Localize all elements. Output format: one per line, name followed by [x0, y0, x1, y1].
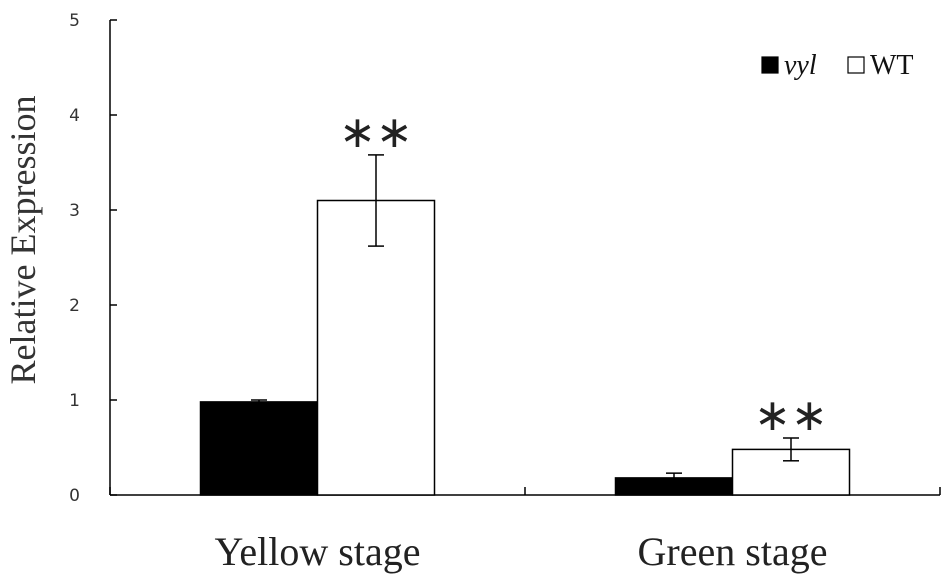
significance-markers: ∗∗ ∗∗	[339, 107, 828, 441]
legend-swatch-wt	[847, 56, 865, 74]
bars	[199, 199, 851, 496]
y-tick-label: 5	[69, 11, 80, 31]
bar-vyl-yellow-stage	[199, 401, 319, 496]
y-tick-label: 1	[69, 391, 80, 411]
legend-label-wt: WT	[870, 50, 914, 81]
x-ticks: Yellow stage Green stage	[109, 487, 941, 574]
y-tick-label: 3	[69, 201, 80, 221]
x-category-label: Green stage	[638, 529, 828, 574]
y-tick-label: 0	[69, 486, 80, 506]
x-category-label: Yellow stage	[215, 529, 421, 574]
legend: vyl WT	[761, 50, 914, 81]
y-axis-label: Relative Expression	[3, 96, 43, 385]
significance-marker: ∗∗	[339, 107, 413, 158]
legend-label-vyl: vyl	[784, 50, 817, 81]
bar-wt-yellow-stage	[316, 199, 436, 496]
y-tick-label: 4	[69, 106, 80, 126]
error-bars	[251, 154, 799, 484]
significance-marker: ∗∗	[754, 390, 828, 441]
y-tick-label: 2	[69, 296, 80, 316]
y-ticks: 0 1 2 3 4 5	[69, 11, 117, 506]
legend-swatch-vyl	[761, 56, 779, 74]
